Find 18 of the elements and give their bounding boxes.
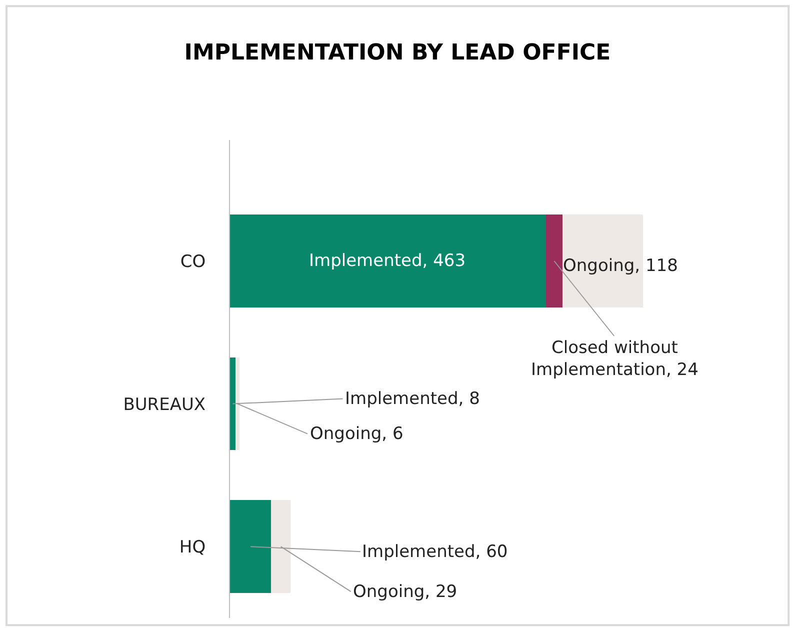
bar bbox=[230, 500, 271, 594]
bar bbox=[562, 214, 643, 308]
chart-title: IMPLEMENTATION BY LEAD OFFICE bbox=[184, 40, 611, 66]
data-label: Ongoing, 118 bbox=[563, 256, 678, 276]
bar bbox=[270, 500, 291, 594]
data-label: Implemented, 463 bbox=[309, 251, 466, 271]
bar bbox=[546, 214, 562, 308]
y-tick-label: CO bbox=[180, 252, 206, 272]
data-label: Implemented, 60 bbox=[362, 542, 508, 562]
bar bbox=[235, 357, 240, 450]
data-label: Ongoing, 6 bbox=[310, 424, 404, 444]
data-label: Ongoing, 29 bbox=[353, 582, 458, 602]
data-label: Closed without Implementation, 24 bbox=[531, 338, 698, 380]
bar bbox=[230, 357, 236, 450]
data-label: Implemented, 8 bbox=[345, 389, 480, 409]
y-tick-label: BUREAUX bbox=[123, 394, 206, 415]
bar bbox=[230, 214, 546, 308]
y-tick-label: HQ bbox=[179, 538, 206, 558]
